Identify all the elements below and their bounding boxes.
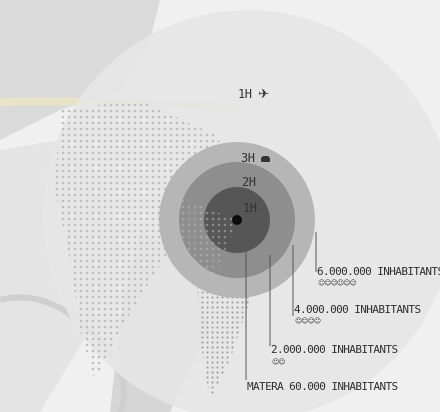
people-icons: ☺☺☺☺☺☺ — [318, 279, 357, 287]
car-icon — [261, 155, 271, 162]
plane-icon: ✈ — [258, 87, 269, 102]
population-label-matera: MATERA 60.000 INHABITANTS — [247, 380, 398, 393]
ring-label-1h-flight: 1H ✈ — [238, 87, 269, 102]
population-label-4m: 4.000.000 INHABITANTS — [294, 303, 421, 316]
ring-label-3h-car: 3H — [241, 152, 271, 164]
people-icons: ☺☺ — [272, 358, 286, 366]
leader-lines — [245, 222, 317, 380]
population-label-2m: 2.000.000 INHABITANTS — [271, 343, 398, 356]
ring-halftone — [155, 190, 237, 290]
population-label-6m: 6.000.000 INHABITANTS — [317, 265, 440, 278]
ring-label-1h: 1H — [243, 201, 257, 215]
people-icons: ☺☺☺☺ — [295, 317, 321, 325]
ring-label-2h: 2H — [242, 175, 256, 189]
